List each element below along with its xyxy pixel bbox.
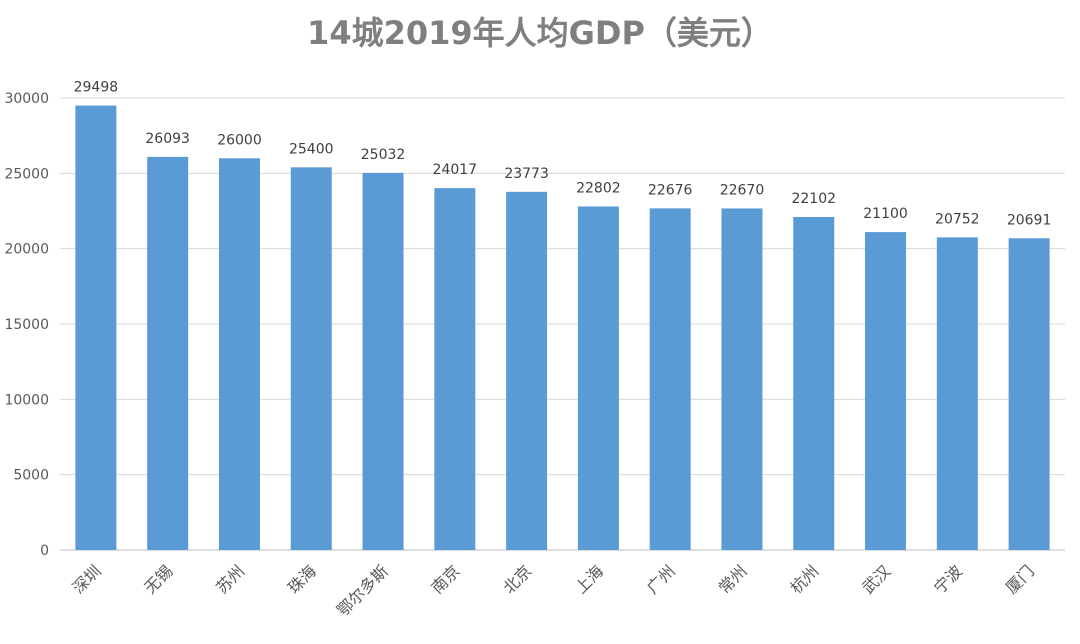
y-tick-label: 10000 — [4, 392, 49, 408]
data-label: 23773 — [504, 166, 549, 182]
x-tick-label: 珠海 — [284, 561, 320, 597]
bar — [649, 208, 691, 550]
bar — [290, 167, 332, 550]
x-tick-label: 南京 — [428, 561, 464, 597]
x-tick-label: 杭州 — [787, 561, 823, 597]
bar — [147, 156, 189, 550]
y-tick-label: 0 — [40, 543, 49, 559]
x-tick-label: 无锡 — [140, 561, 176, 597]
data-label: 25400 — [289, 141, 334, 157]
x-tick-label: 鄂尔多斯 — [333, 561, 392, 620]
bar — [1008, 238, 1050, 550]
bar — [362, 172, 404, 550]
bar — [936, 237, 978, 550]
y-tick-label: 20000 — [4, 242, 49, 258]
data-label: 24017 — [433, 162, 478, 178]
bar — [434, 188, 476, 550]
data-label: 22676 — [648, 182, 693, 198]
x-tick-label: 武汉 — [858, 561, 894, 597]
y-tick-label: 15000 — [4, 317, 49, 333]
x-axis: 深圳 无锡 苏州 珠海 鄂尔多斯 南京 北京 上海 广州 常州 杭州 武汉 宁波 厦门 — [69, 561, 1038, 620]
bars — [75, 105, 1050, 551]
data-label: 26000 — [217, 132, 262, 148]
data-label: 20752 — [935, 211, 980, 227]
bar — [793, 216, 835, 551]
data-labels: 29498 26093 26000 25400 25032 24017 23773 22802… — [74, 80, 1052, 229]
y-tick-label: 30000 — [4, 91, 49, 107]
bar — [577, 206, 619, 550]
grid-lines — [60, 97, 1065, 551]
bar — [721, 208, 763, 550]
data-label: 21100 — [863, 206, 908, 222]
data-label: 22102 — [791, 191, 836, 207]
y-axis: 0 5000 10000 15000 20000 25000 30000 — [4, 91, 49, 559]
bar — [218, 158, 260, 550]
bar — [865, 232, 907, 551]
chart-title: 14城2019年人均GDP（美元） — [307, 14, 773, 52]
data-label: 22670 — [720, 182, 765, 198]
x-tick-label: 北京 — [499, 561, 535, 597]
x-tick-label: 宁波 — [930, 561, 966, 597]
x-tick-label: 上海 — [571, 561, 607, 597]
x-tick-label: 常州 — [715, 561, 751, 597]
x-tick-label: 广州 — [643, 561, 679, 597]
data-label: 29498 — [74, 80, 119, 96]
data-label: 22802 — [576, 180, 621, 196]
data-label: 20691 — [1007, 212, 1052, 228]
bar — [506, 191, 548, 550]
x-tick-label: 深圳 — [69, 561, 105, 597]
bar — [75, 105, 117, 550]
y-tick-label: 25000 — [4, 166, 49, 182]
y-tick-label: 5000 — [13, 468, 49, 484]
data-label: 25032 — [361, 147, 406, 163]
data-label: 26093 — [145, 131, 190, 147]
x-tick-label: 厦门 — [1002, 561, 1038, 597]
x-tick-label: 苏州 — [212, 561, 248, 597]
